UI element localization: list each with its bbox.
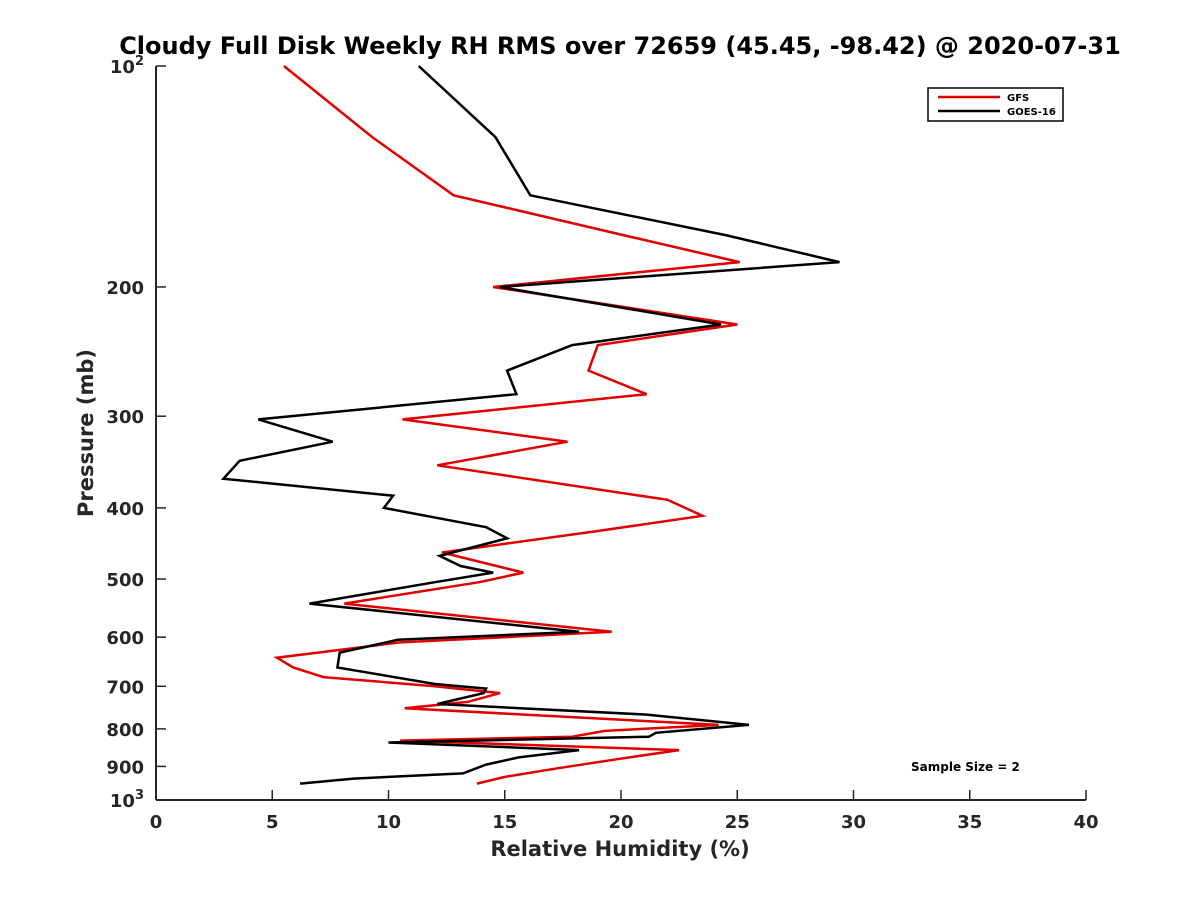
legend: GFS GOES-16 (927, 87, 1064, 122)
axes: 0 5 10 15 20 25 30 35 40 102 200 300 400 500 600 700 800… (106, 54, 1098, 833)
x-tick-label: 35 (957, 812, 982, 833)
y-tick-label: 800 (106, 720, 144, 741)
y-tick-label: 102 (110, 54, 144, 78)
x-tick-label: 25 (725, 812, 750, 833)
x-tick-label: 20 (608, 812, 633, 833)
legend-box (927, 87, 1064, 122)
x-tick-label: 5 (266, 812, 279, 833)
y-axis-label: Pressure (mb) (74, 349, 98, 517)
y-tick-label: 500 (106, 570, 144, 591)
legend-label-goes16: GOES-16 (1007, 107, 1056, 118)
x-tick-label: 0 (150, 812, 163, 833)
x-tick-label: 30 (841, 812, 866, 833)
y-tick-label: 103 (110, 788, 144, 812)
x-tick-label: 10 (376, 812, 401, 833)
chart-title: Cloudy Full Disk Weekly RH RMS over 7265… (119, 32, 1121, 60)
y-tick-label: 900 (106, 757, 144, 778)
y-tick-label: 400 (106, 499, 144, 520)
legend-label-gfs: GFS (1007, 93, 1029, 104)
series-group (220, 65, 840, 785)
x-tick-label: 40 (1073, 812, 1098, 833)
series-line-gfs (273, 65, 740, 785)
y-tick-label: 200 (106, 278, 144, 299)
y-tick-label: 700 (106, 677, 144, 698)
x-tick-label: 15 (492, 812, 517, 833)
y-tick-label: 300 (106, 407, 144, 428)
series-line-goes16 (220, 65, 840, 785)
y-tick-label: 600 (106, 628, 144, 649)
x-axis-label: Relative Humidity (%) (490, 837, 749, 861)
sample-size-annotation: Sample Size = 2 (911, 760, 1020, 774)
